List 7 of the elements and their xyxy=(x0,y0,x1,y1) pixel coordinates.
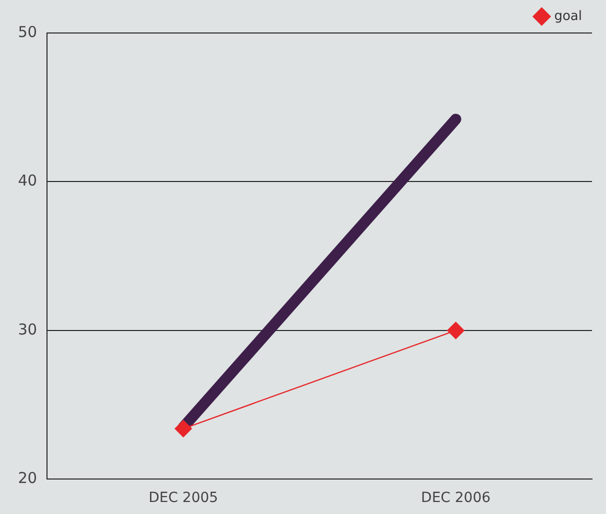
legend-label: goal xyxy=(554,8,582,24)
y-tick-label: 40 xyxy=(18,172,38,190)
y-tick-label: 20 xyxy=(18,469,38,488)
x-tick-label: DEC 2006 xyxy=(421,490,491,506)
y-tick-label: 50 xyxy=(18,22,38,41)
y-tick-label: 30 xyxy=(18,320,38,338)
x-tick-label: DEC 2005 xyxy=(148,490,218,506)
